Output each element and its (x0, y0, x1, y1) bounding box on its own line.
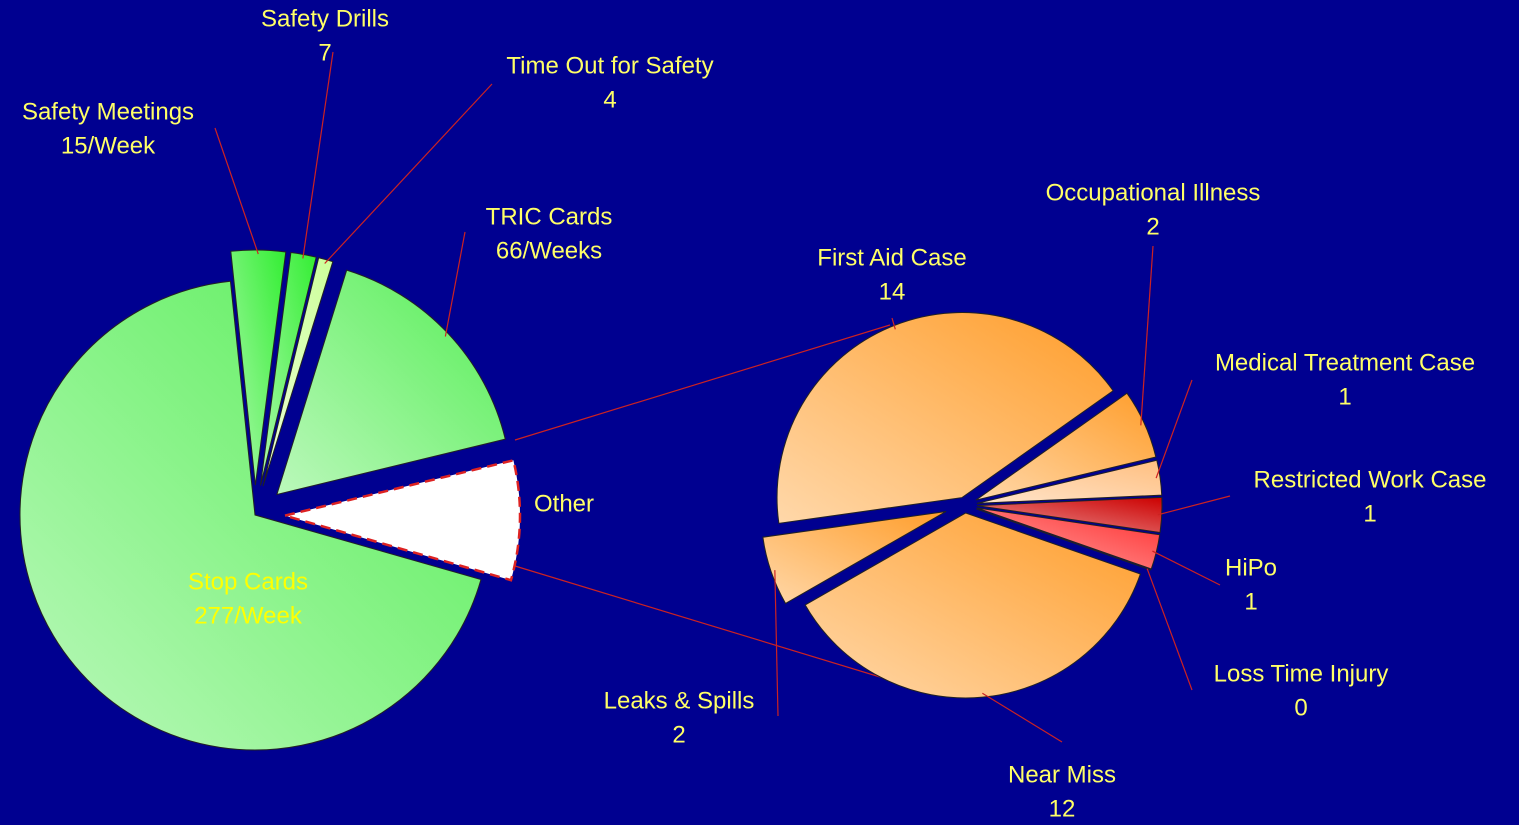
leader-line (891, 317, 896, 330)
pie-slice (276, 269, 506, 496)
slice-label: TRIC Cards (486, 203, 613, 230)
leader-line (444, 231, 466, 337)
slice-value: 1 (1363, 500, 1376, 527)
leader-line (1152, 550, 1221, 586)
leader-line (214, 127, 259, 255)
slice-label: Medical Treatment Case (1215, 349, 1475, 376)
slice-value: 1 (1244, 588, 1257, 615)
slice-value: 277/Week (194, 602, 303, 629)
connector-line (514, 324, 891, 441)
leader-line (1140, 245, 1154, 426)
pie-slice (975, 392, 1157, 501)
slice-label: Leaks & Spills (604, 687, 755, 714)
pie-slice (280, 458, 522, 582)
slice-label: Near Miss (1008, 761, 1116, 788)
connector-line (514, 565, 891, 681)
slice-value: 12 (1049, 795, 1076, 822)
leader-line (1155, 379, 1193, 479)
slice-value: 14 (879, 278, 906, 305)
slice-label: Safety Meetings (22, 98, 194, 125)
slice-value: 0 (1294, 694, 1307, 721)
pie-slice (804, 512, 1142, 699)
pie-slice (976, 507, 1161, 570)
leader-line (1146, 568, 1193, 691)
pie-slice (19, 280, 482, 751)
slice-value: 66/Weeks (496, 237, 602, 264)
pie-slice (230, 249, 287, 486)
pie-slice (976, 459, 1163, 504)
slice-label: Time Out for Safety (506, 52, 713, 79)
leader-line (774, 570, 779, 717)
slice-value: 2 (672, 721, 685, 748)
leader-line (324, 83, 493, 264)
pie-slice (262, 257, 334, 487)
slice-label: Occupational Illness (1046, 179, 1261, 206)
slice-value: 1 (1338, 383, 1351, 410)
slice-label: Other (534, 490, 594, 517)
leader-line (982, 692, 1063, 743)
slice-value: 2 (1146, 213, 1159, 240)
slice-value: 7 (318, 39, 331, 66)
slice-label: HiPo (1225, 554, 1277, 581)
slice-value: 4 (603, 86, 616, 113)
pie-slice (762, 510, 947, 605)
slice-label: Loss Time Injury (1214, 660, 1389, 687)
leader-line (302, 51, 334, 259)
leader-line (1157, 495, 1231, 516)
slice-label: Stop Cards (188, 568, 308, 595)
slice-label: Restricted Work Case (1254, 466, 1487, 493)
slice-label: Safety Drills (261, 5, 389, 32)
pie-slice (976, 496, 1163, 534)
slice-label: First Aid Case (817, 244, 966, 271)
slice-value: 15/Week (61, 132, 156, 159)
